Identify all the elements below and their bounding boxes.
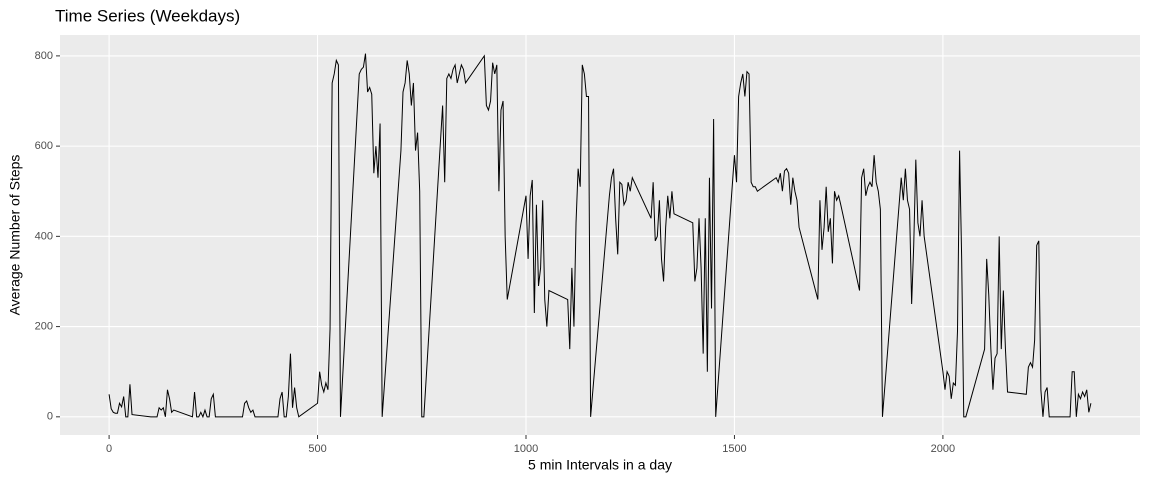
panel bbox=[60, 35, 1140, 435]
series-line bbox=[108, 53, 1092, 419]
y-tick-label: 400 bbox=[35, 230, 53, 242]
y-tick-label: 800 bbox=[35, 50, 53, 62]
y-tick-label: 600 bbox=[35, 140, 53, 152]
chart-title: Time Series (Weekdays) bbox=[55, 6, 240, 25]
x-tick-label: 0 bbox=[106, 443, 112, 455]
x-tick-label: 2000 bbox=[931, 443, 955, 455]
y-tick-label: 0 bbox=[47, 411, 53, 423]
x-tick-label: 1000 bbox=[514, 443, 538, 455]
x-axis-label: 5 min Intervals in a day bbox=[528, 457, 672, 473]
x-tick-label: 1500 bbox=[722, 443, 746, 455]
y-axis-label: Average Number of Steps bbox=[7, 155, 23, 316]
x-tick-label: 500 bbox=[308, 443, 326, 455]
y-tick-label: 200 bbox=[35, 320, 53, 332]
